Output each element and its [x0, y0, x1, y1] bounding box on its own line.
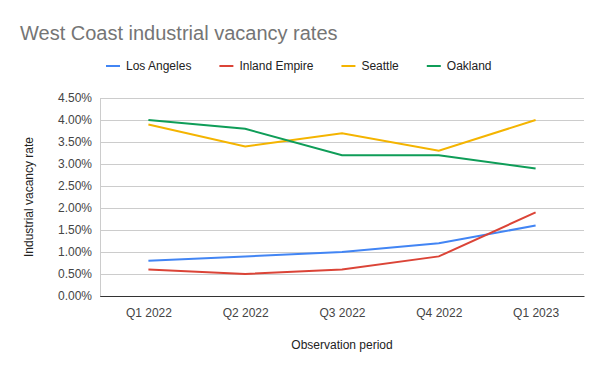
tick: 0.00%: [58, 289, 100, 303]
tick: 0.50%: [58, 267, 100, 281]
tick: 1.50%: [58, 223, 100, 237]
tick: Q2 2022: [223, 296, 269, 320]
legend-label: Inland Empire: [239, 59, 313, 73]
tick-label: Q1 2022: [126, 306, 172, 320]
tick-label: 3.00%: [58, 157, 92, 171]
grid-line: [100, 186, 584, 187]
x-axis-title: Observation period: [291, 338, 392, 352]
grid: [100, 98, 584, 296]
grid-line: [100, 120, 584, 121]
legend-label: Seattle: [361, 59, 399, 73]
legend-item: Oakland: [427, 59, 492, 73]
lines: [148, 120, 535, 274]
tick-label: 0.50%: [58, 267, 92, 281]
tick-label: 4.50%: [58, 91, 92, 105]
grid-line: [100, 98, 584, 99]
grid-line: [100, 296, 584, 297]
tick: Q1 2022: [126, 296, 172, 320]
tick: 2.00%: [58, 201, 100, 215]
tick: Q1 2023: [513, 296, 559, 320]
tick: 4.00%: [58, 113, 100, 127]
legend-key: [219, 65, 233, 67]
tick: 3.50%: [58, 135, 100, 149]
axis-line: [100, 99, 101, 297]
tick-label: 3.50%: [58, 135, 92, 149]
tick: 2.50%: [58, 179, 100, 193]
tick: 4.50%: [58, 91, 100, 105]
legend-label: Oakland: [447, 59, 492, 73]
tick-label: 4.00%: [58, 113, 92, 127]
title: West Coast industrial vacancy rates: [20, 22, 338, 44]
legend-item: Los Angeles: [106, 59, 191, 73]
grid-line: [100, 142, 584, 143]
tick-label: Q4 2022: [416, 306, 462, 320]
tick-label: 2.00%: [58, 201, 92, 215]
legend-label: Los Angeles: [126, 59, 191, 73]
grid-line: [100, 274, 584, 275]
series-line: [148, 226, 535, 261]
legend: Los Angeles Inland Empire Seattle Oakland: [106, 59, 492, 73]
tick-label: 1.00%: [58, 245, 92, 259]
tick: Q3 2022: [319, 296, 365, 320]
tick-label: Q3 2022: [319, 306, 365, 320]
y-axis: 0.00% 0.50% 1.00% 1.50% 2.00% 2.50% 3.00% 3.50%…: [58, 91, 101, 303]
legend-key: [341, 65, 355, 67]
tick-label: 0.00%: [58, 289, 92, 303]
x-axis: Q1 2022 Q2 2022 Q3 2022 Q4 2022 Q1 2023: [101, 296, 585, 320]
tick: Q4 2022: [416, 296, 462, 320]
legend-item: Inland Empire: [219, 59, 313, 73]
tick-label: 1.50%: [58, 223, 92, 237]
legend-item: Seattle: [341, 59, 399, 73]
y-axis-title: Industrial vacancy rate: [22, 137, 36, 257]
grid-line: [100, 208, 584, 209]
legend-key: [106, 65, 120, 67]
axis-line: [101, 296, 585, 297]
series-line: [148, 120, 535, 168]
series-line: [148, 212, 535, 274]
legend-key: [427, 65, 441, 67]
tick: 1.00%: [58, 245, 100, 259]
tick-label: Q1 2023: [513, 306, 559, 320]
tick-label: Q2 2022: [223, 306, 269, 320]
chart: 0.00% 0.50% 1.00% 1.50% 2.00% 2.50% 3.00% 3.50%…: [0, 0, 600, 371]
tick-label: 2.50%: [58, 179, 92, 193]
tick: 3.00%: [58, 157, 100, 171]
